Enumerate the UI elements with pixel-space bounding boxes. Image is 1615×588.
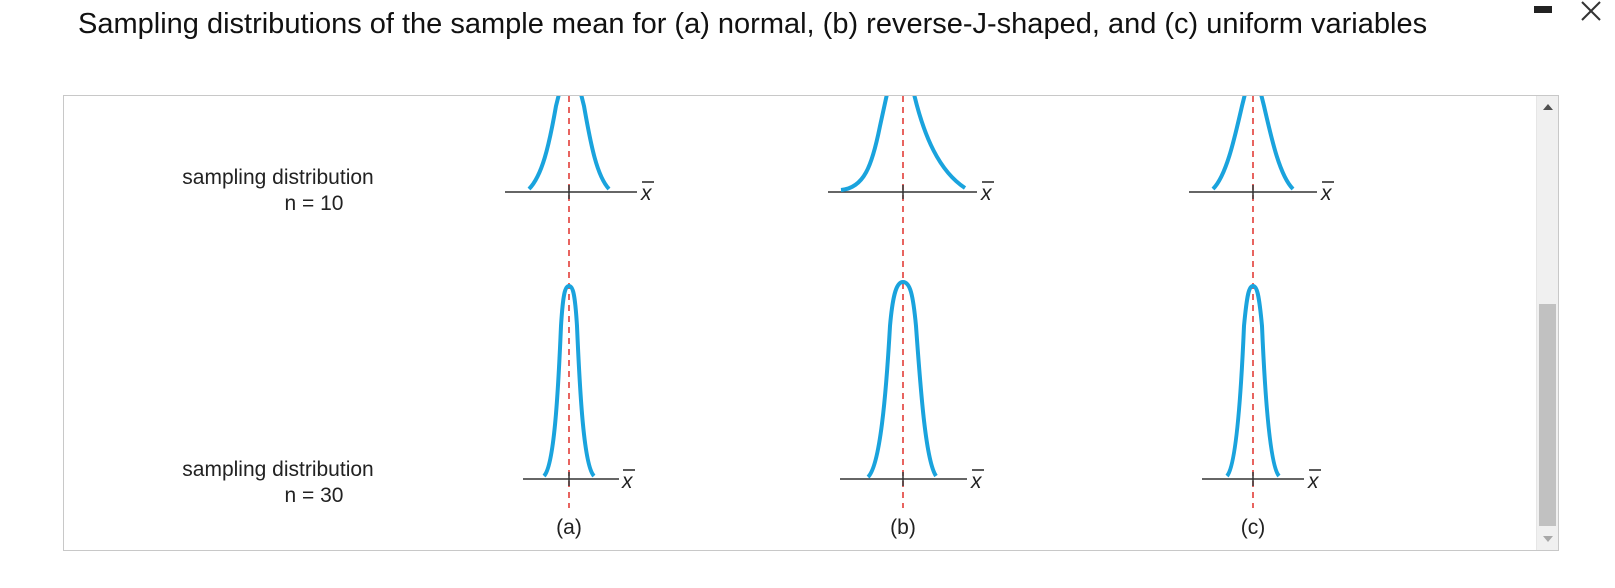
minimize-icon: [1534, 6, 1552, 13]
panel-label-c: (c): [1241, 516, 1266, 539]
curve-b-n30: [866, 279, 938, 479]
scroll-up-icon[interactable]: [1537, 96, 1558, 118]
axis-label-b-n10: x: [980, 182, 993, 205]
row-label-2-line2: n = 30: [285, 484, 344, 507]
axis-label-b-n30: x: [970, 470, 983, 493]
minimize-button[interactable]: [1530, 0, 1556, 20]
figure-canvas: sampling distribution n = 10 sampling di…: [182, 96, 1334, 539]
vertical-scrollbar[interactable]: [1536, 96, 1558, 550]
curve-b-n10: [840, 96, 967, 192]
figure-viewer[interactable]: sampling distribution n = 10 sampling di…: [63, 95, 1559, 551]
axis-label-a-n10: x: [640, 182, 653, 205]
axis-label-c-n10: x: [1320, 182, 1333, 205]
row-label-2-line1: sampling distribution: [182, 458, 373, 481]
close-icon: [1581, 1, 1601, 21]
close-button[interactable]: [1576, 0, 1606, 26]
window-title: Sampling distributions of the sample mea…: [78, 8, 1428, 40]
panel-label-a: (a): [556, 516, 582, 539]
row-label-1-line1: sampling distribution: [182, 166, 373, 189]
curve-a-n30: [542, 283, 596, 478]
scroll-down-icon[interactable]: [1537, 528, 1558, 550]
curve-a-n10: [527, 96, 611, 191]
panel-label-b: (b): [890, 516, 916, 539]
row-label-1-line2: n = 10: [285, 192, 344, 215]
axis-label-c-n30: x: [1307, 470, 1320, 493]
curve-c-n30: [1225, 283, 1281, 478]
curve-c-n10: [1211, 96, 1295, 191]
axis-label-a-n30: x: [621, 470, 634, 493]
scroll-thumb[interactable]: [1539, 304, 1556, 526]
